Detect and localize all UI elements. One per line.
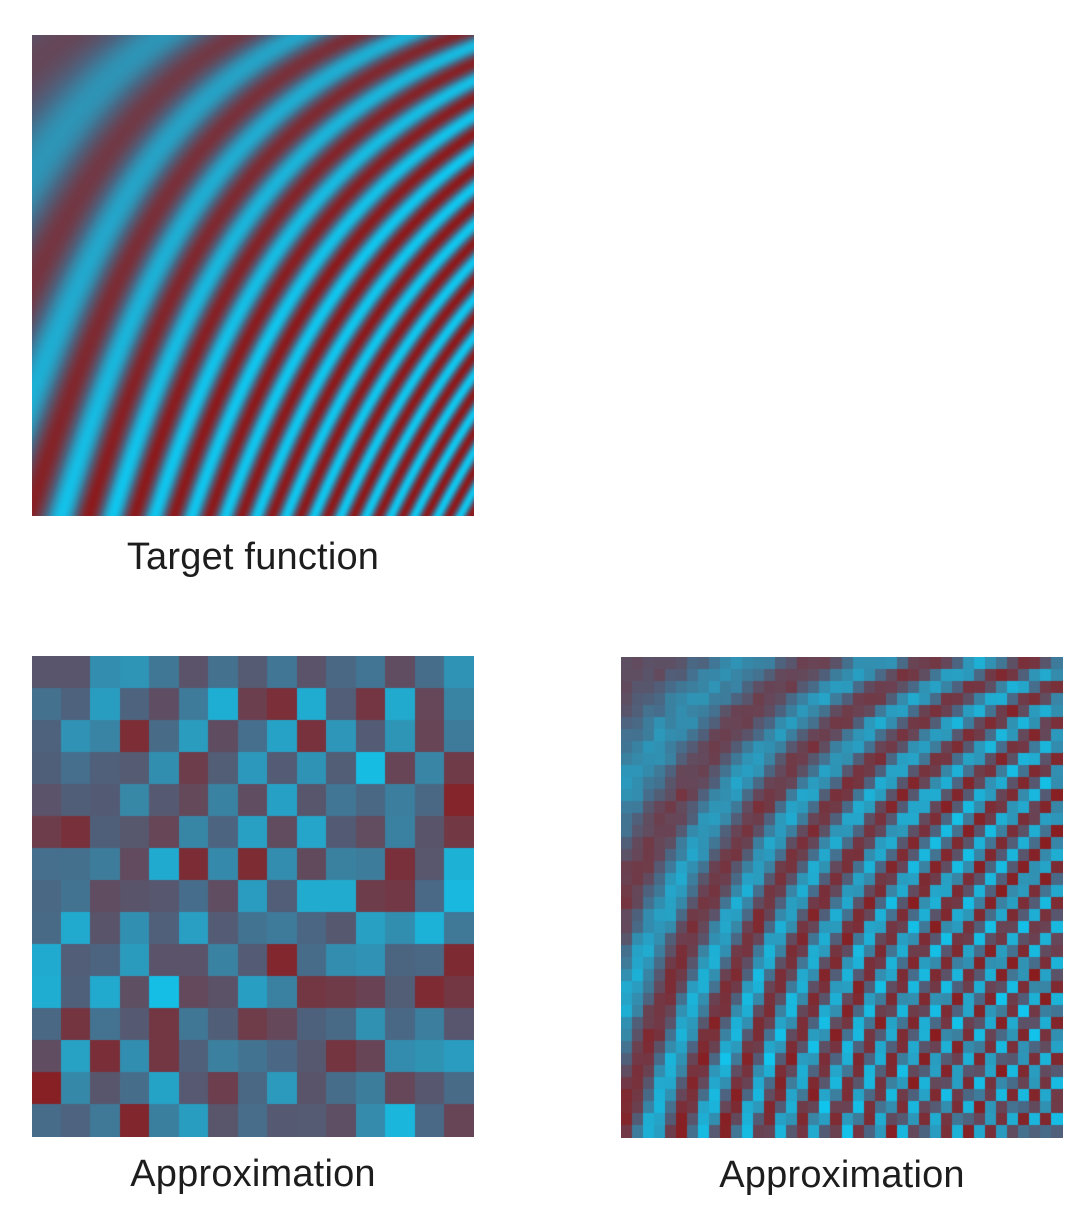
coarse-approximation-image bbox=[32, 656, 474, 1137]
target-function-canvas bbox=[32, 35, 474, 516]
fine-approximation-canvas bbox=[621, 657, 1063, 1138]
fine-approximation-caption: Approximation bbox=[719, 1154, 965, 1196]
coarse-approximation-canvas bbox=[32, 656, 474, 1137]
target-function-caption: Target function bbox=[126, 536, 380, 578]
target-function-image bbox=[32, 35, 474, 516]
coarse-approximation-caption: Approximation bbox=[130, 1153, 376, 1195]
fine-approximation-image bbox=[621, 657, 1063, 1138]
